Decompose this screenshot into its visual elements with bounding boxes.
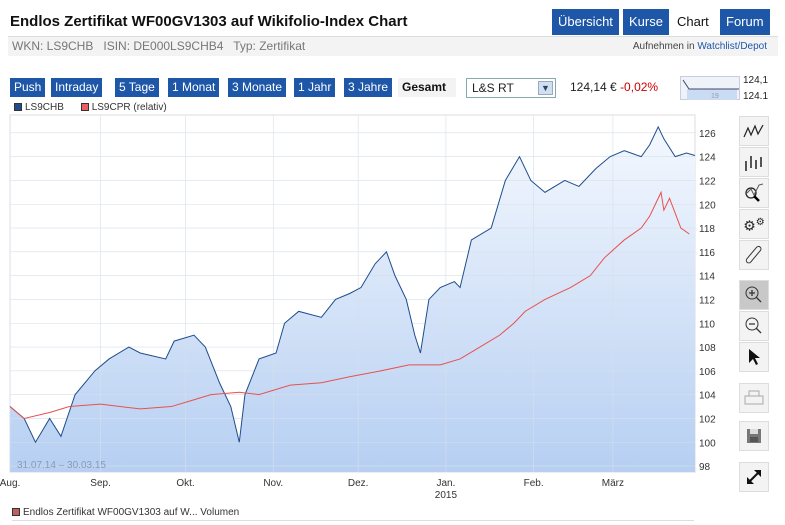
range-intraday[interactable]: Intraday bbox=[51, 78, 103, 97]
settings-button[interactable]: ⚙⚙ bbox=[739, 209, 769, 239]
exchange-select[interactable]: L&S RT ▼ bbox=[466, 78, 556, 98]
series-line-ls9chb bbox=[9, 125, 696, 444]
zoom-out-icon bbox=[745, 317, 762, 334]
y-tick-label: 110 bbox=[699, 319, 715, 330]
x-tick-label: Jan. bbox=[436, 478, 455, 489]
fullscreen-button[interactable] bbox=[739, 462, 769, 492]
chart-legend: LS9CHB LS9CPR (relativ) bbox=[14, 102, 167, 113]
mini-mid: 19 bbox=[711, 93, 719, 100]
chart-search-icon bbox=[745, 183, 764, 202]
range-3-monate[interactable]: 3 Monate bbox=[228, 78, 287, 97]
tab-chart[interactable]: Chart bbox=[671, 9, 715, 35]
y-tick-label: 124 bbox=[699, 153, 716, 164]
y-tick-label: 114 bbox=[699, 272, 715, 283]
tab-kurse[interactable]: Kurse bbox=[623, 9, 669, 35]
x-tick-label: Okt. bbox=[176, 478, 194, 489]
link-button[interactable] bbox=[739, 240, 769, 270]
zoom-out-button[interactable] bbox=[739, 311, 769, 341]
legend-swatch-blue bbox=[14, 103, 22, 112]
y-tick-label: 98 bbox=[699, 462, 711, 473]
y-tick-label: 100 bbox=[699, 438, 716, 449]
mini-bottom: 124.1 bbox=[743, 91, 769, 102]
volume-legend-label: Endlos Zertifikat WF00GV1303 auf W... Vo… bbox=[23, 507, 240, 518]
security-info: WKN: LS9CHB ISIN: DE000LS9CHB4 Typ: Zert… bbox=[12, 39, 306, 53]
y-tick-label: 120 bbox=[699, 200, 716, 211]
exchange-value: L&S RT bbox=[472, 81, 514, 95]
link-icon bbox=[745, 245, 762, 264]
y-tick-label: 116 bbox=[699, 248, 715, 259]
gear-icon: ⚙⚙ bbox=[743, 216, 765, 234]
indicator-button[interactable] bbox=[739, 178, 769, 208]
floppy-disk-icon bbox=[747, 429, 761, 443]
y-tick-label: 122 bbox=[699, 176, 716, 187]
y-tick-label: 102 bbox=[699, 414, 716, 425]
price: 124,14 € bbox=[570, 80, 617, 94]
volume-panel-border bbox=[12, 520, 694, 521]
range-push[interactable]: Push bbox=[10, 78, 46, 97]
y-tick-label: 118 bbox=[699, 224, 715, 235]
info-bar bbox=[8, 36, 778, 56]
zoom-in-icon bbox=[745, 286, 762, 303]
x-tick-label: Dez. bbox=[348, 478, 369, 489]
y-tick-label: 108 bbox=[699, 343, 716, 354]
printer-icon bbox=[744, 390, 764, 405]
zoom-in-button[interactable] bbox=[739, 280, 769, 310]
price-display: 124,14 € -0,02% bbox=[570, 80, 658, 94]
price-change: -0,02% bbox=[620, 80, 659, 94]
cursor-arrow-icon bbox=[749, 349, 760, 365]
page-title: Endlos Zertifikat WF00GV1303 auf Wikifol… bbox=[10, 13, 408, 30]
range-3-jahre[interactable]: 3 Jahre bbox=[344, 78, 393, 97]
price-chart[interactable]: 98 100 102 104 106 108 110 112 114 116 118 120 122 12… bbox=[0, 112, 735, 502]
range-gesamt[interactable]: Gesamt bbox=[398, 78, 456, 97]
date-range-label: 31.07.14 – 30.03.15 bbox=[17, 460, 106, 471]
tab-forum[interactable]: Forum bbox=[720, 9, 770, 35]
y-tick-label: 112 bbox=[699, 295, 715, 306]
line-chart-button[interactable] bbox=[739, 116, 769, 146]
x-tick-label: März bbox=[602, 478, 624, 489]
line-chart-icon bbox=[743, 124, 764, 138]
y-tick-label: 104 bbox=[699, 391, 716, 402]
legend-swatch-red bbox=[80, 103, 89, 112]
watch-prefix: Aufnehmen in bbox=[632, 41, 698, 52]
y-tick-label: 126 bbox=[699, 129, 716, 140]
ohlc-chart-button[interactable] bbox=[739, 147, 769, 177]
print-button[interactable] bbox=[739, 383, 769, 413]
watchlist-link[interactable]: Watchlist/Depot bbox=[697, 41, 767, 52]
pointer-button[interactable] bbox=[739, 342, 769, 372]
series-line-ls9cpr bbox=[9, 190, 690, 419]
x-tick-label: Nov. bbox=[263, 478, 283, 489]
tab-uebersicht[interactable]: Übersicht bbox=[552, 9, 619, 35]
mini-chart[interactable]: 19 bbox=[680, 76, 740, 100]
range-1-monat[interactable]: 1 Monat bbox=[168, 78, 220, 97]
save-button[interactable] bbox=[739, 421, 769, 451]
legend-ls9chb[interactable]: LS9CHB bbox=[25, 102, 64, 113]
volume-legend: Endlos Zertifikat WF00GV1303 auf W... Vo… bbox=[12, 507, 239, 518]
chevron-down-icon: ▼ bbox=[538, 81, 553, 95]
expand-arrows-icon bbox=[747, 470, 761, 484]
legend-ls9cpr[interactable]: LS9CPR (relativ) bbox=[91, 102, 167, 113]
volume-swatch bbox=[12, 508, 20, 517]
x-tick-label: Sep. bbox=[90, 478, 111, 489]
x-tick-label: Aug. bbox=[0, 478, 20, 489]
y-tick-label: 106 bbox=[699, 367, 716, 378]
mini-top: 124,1 bbox=[743, 75, 769, 86]
x-tick-label: Feb. bbox=[524, 478, 544, 489]
bar-chart-icon bbox=[745, 156, 762, 171]
range-1-jahr[interactable]: 1 Jahr bbox=[294, 78, 336, 97]
range-5-tage[interactable]: 5 Tage bbox=[115, 78, 159, 97]
watchlist-link-wrap: Aufnehmen in Watchlist/Depot bbox=[633, 41, 767, 52]
x-tick-year: 2015 bbox=[435, 490, 458, 501]
